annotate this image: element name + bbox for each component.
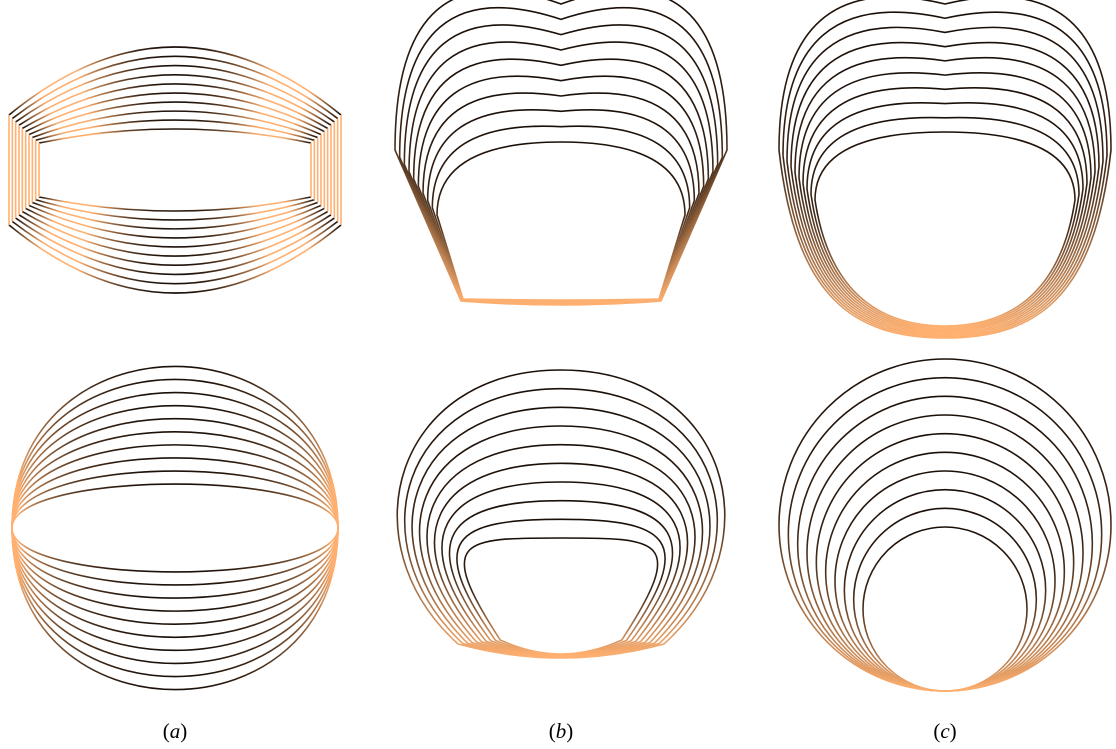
curve-c-bottom bbox=[852, 507, 1038, 692]
curve-c-bottom bbox=[787, 376, 1103, 692]
curve-c-top bbox=[802, 87, 1088, 331]
curve-a-bottom bbox=[11, 431, 339, 625]
curve-c-top bbox=[790, 41, 1100, 335]
curve-a-top-lower bbox=[8, 224, 342, 294]
panel-c-bottom bbox=[778, 358, 1112, 692]
curve-a-top-lower bbox=[35, 198, 315, 221]
curve-a-top-lower bbox=[21, 210, 329, 257]
curve-b-bottom bbox=[448, 499, 674, 656]
curve-a-top-upper bbox=[15, 64, 335, 123]
curve-a-bottom bbox=[11, 483, 339, 573]
panel-a-top bbox=[8, 46, 342, 294]
curve-a-bottom bbox=[11, 418, 339, 638]
curve-c-bottom bbox=[862, 526, 1028, 692]
curve-c-top bbox=[810, 116, 1080, 329]
curve-a-top-lower bbox=[32, 201, 318, 230]
curve-a-bottom bbox=[11, 444, 339, 612]
caption-c: (c) bbox=[933, 719, 956, 743]
panel-c-top bbox=[778, 0, 1112, 339]
curve-b-top bbox=[426, 109, 696, 302]
curve-c-top bbox=[814, 131, 1076, 327]
curve-a-bottom bbox=[11, 391, 339, 665]
curve-a-bottom bbox=[11, 365, 339, 691]
curve-b-top bbox=[436, 141, 686, 301]
curve-a-bottom bbox=[11, 378, 339, 678]
curve-a-bottom bbox=[11, 470, 339, 586]
curve-b-top bbox=[431, 125, 691, 302]
curve-b-bottom bbox=[433, 462, 689, 657]
curve-c-top bbox=[778, 0, 1112, 339]
curve-b-bottom bbox=[441, 481, 681, 657]
panel-b-bottom bbox=[396, 369, 726, 659]
curve-a-top-upper bbox=[28, 101, 322, 136]
curve-c-top bbox=[806, 102, 1084, 330]
panel-a-bottom bbox=[11, 365, 339, 691]
caption-a: (a) bbox=[163, 719, 188, 743]
curve-a-top-upper bbox=[18, 74, 332, 126]
curve-c-top bbox=[798, 72, 1092, 333]
curve-a-top-lower bbox=[28, 204, 322, 239]
curve-c-top bbox=[782, 11, 1108, 338]
curve-c-bottom bbox=[824, 451, 1066, 692]
curve-c-bottom bbox=[778, 358, 1112, 692]
caption-b: (b) bbox=[549, 719, 574, 743]
curve-a-top-lower bbox=[15, 217, 335, 276]
curve-a-top-upper bbox=[11, 55, 339, 120]
curve-c-bottom bbox=[843, 488, 1047, 692]
curve-b-bottom bbox=[463, 537, 659, 655]
curve-a-top-upper bbox=[35, 119, 315, 142]
curve-c-bottom bbox=[806, 414, 1084, 692]
curve-a-top-lower bbox=[11, 220, 339, 285]
curve-a-top-lower bbox=[38, 196, 312, 212]
curve-b-bottom bbox=[396, 369, 726, 659]
curve-b-bottom bbox=[456, 518, 666, 656]
curve-c-top bbox=[786, 26, 1104, 337]
panel-b-top bbox=[394, 0, 728, 306]
curve-a-top-upper bbox=[8, 46, 342, 116]
curve-b-top bbox=[417, 75, 705, 304]
curve-a-top-lower bbox=[18, 214, 332, 266]
curve-a-top-upper bbox=[25, 92, 325, 133]
curve-c-bottom bbox=[815, 432, 1075, 692]
curve-a-bottom bbox=[11, 457, 339, 599]
curve-a-top-lower bbox=[25, 207, 325, 248]
curve-a-top-upper bbox=[32, 110, 318, 139]
curve-c-top bbox=[794, 56, 1096, 334]
curve-a-bottom bbox=[11, 404, 339, 652]
curve-a-top-upper bbox=[21, 83, 329, 130]
curve-a-top-upper bbox=[38, 128, 312, 144]
